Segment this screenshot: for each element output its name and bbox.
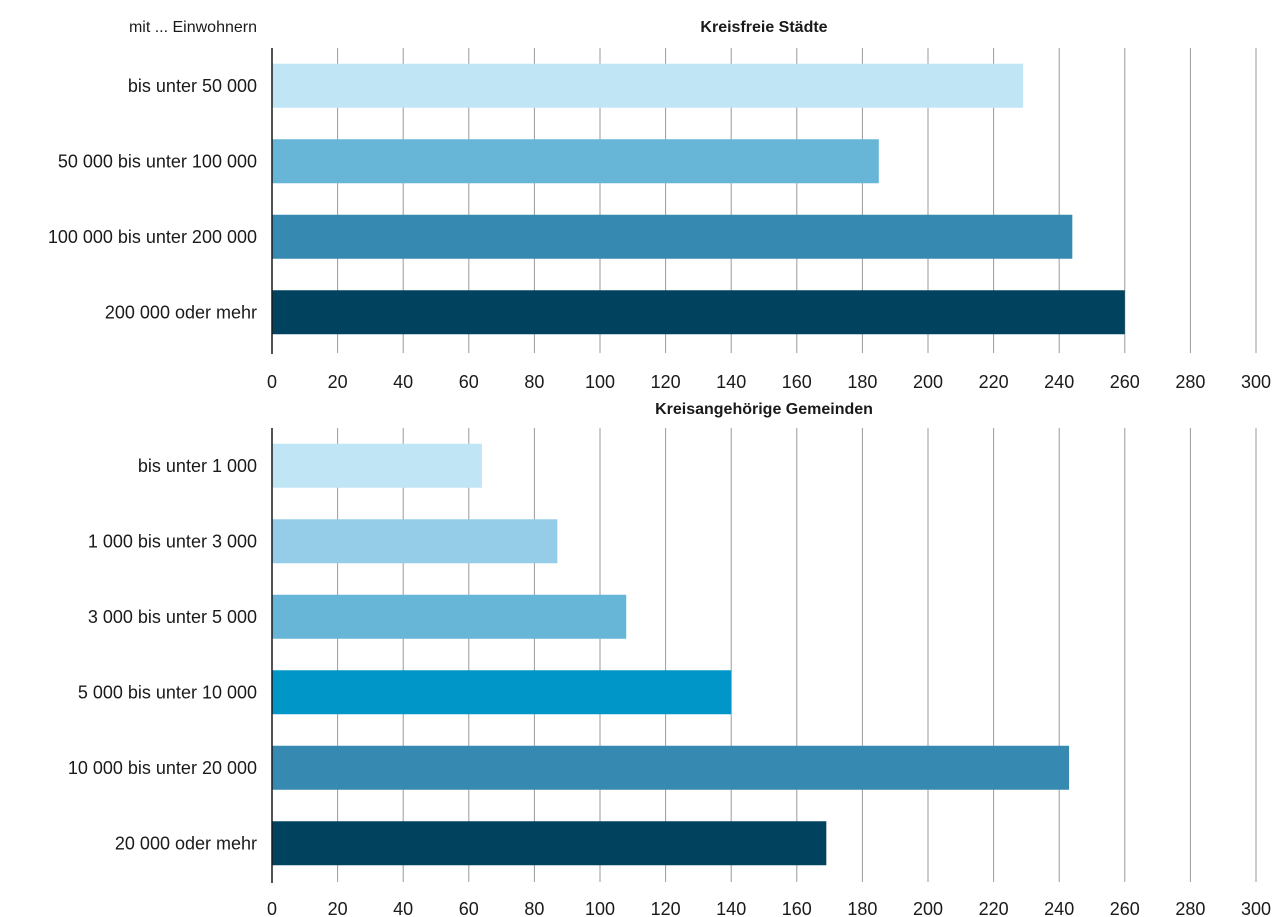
x-tick-label: 0 — [267, 899, 277, 917]
x-tick-label: 120 — [651, 899, 681, 917]
x-tick-label: 160 — [782, 899, 812, 917]
x-tick-label: 260 — [1110, 372, 1140, 392]
category-label: 1 000 bis unter 3 000 — [88, 531, 257, 551]
x-tick-label: 20 — [328, 372, 348, 392]
x-tick-label: 240 — [1044, 899, 1074, 917]
x-tick-label: 60 — [459, 372, 479, 392]
chart-panel-1: Kreisfreie Städte 0 20 40 60 80 100 120 140 160 18… — [48, 19, 1271, 392]
x-tick-label: 240 — [1044, 372, 1074, 392]
chart-panel-2: Kreisangehörige Gemeinden 0 20 40 60 80 100 120… — [68, 401, 1271, 917]
category-label: 10 000 bis unter 20 000 — [68, 758, 257, 778]
category-label: bis unter 50 000 — [128, 76, 257, 96]
bar — [272, 594, 627, 639]
category-label: 3 000 bis unter 5 000 — [88, 607, 257, 627]
x-tick-label: 280 — [1175, 899, 1205, 917]
category-label: 20 000 oder mehr — [115, 833, 257, 853]
x-tick-label: 300 — [1241, 372, 1271, 392]
category-label: bis unter 1 000 — [138, 456, 257, 476]
category-label: 200 000 oder mehr — [105, 302, 257, 322]
x-tick-label: 60 — [459, 899, 479, 917]
x-tick-label: 100 — [585, 372, 615, 392]
x-tick-label: 160 — [782, 372, 812, 392]
bar — [272, 214, 1073, 259]
bar — [272, 63, 1024, 108]
x-tick-label: 280 — [1175, 372, 1205, 392]
x-tick-label: 260 — [1110, 899, 1140, 917]
x-tick-label: 80 — [524, 899, 544, 917]
bar — [272, 670, 732, 715]
x-tick-label: 200 — [913, 899, 943, 917]
x-tick-label: 40 — [393, 899, 413, 917]
x-tick-label: 140 — [716, 372, 746, 392]
bar — [272, 443, 482, 488]
x-tick-label: 120 — [651, 372, 681, 392]
x-tick-label: 180 — [847, 372, 877, 392]
x-tick-label: 220 — [979, 372, 1009, 392]
bar — [272, 821, 827, 866]
chart-title: Kreisangehörige Gemeinden — [655, 401, 873, 418]
x-tick-label: 220 — [979, 899, 1009, 917]
x-tick-label: 100 — [585, 899, 615, 917]
chart-title: Kreisfreie Städte — [700, 19, 827, 36]
x-tick-label: 40 — [393, 372, 413, 392]
y-group-label: mit ... Einwohnern — [129, 19, 257, 36]
bar — [272, 290, 1125, 335]
x-tick-label: 0 — [267, 372, 277, 392]
x-tick-label: 80 — [524, 372, 544, 392]
x-tick-label: 200 — [913, 372, 943, 392]
bar — [272, 745, 1070, 790]
category-label: 50 000 bis unter 100 000 — [58, 151, 257, 171]
category-label: 100 000 bis unter 200 000 — [48, 227, 257, 247]
x-tick-label: 20 — [328, 899, 348, 917]
bar — [272, 519, 558, 564]
bar — [272, 139, 879, 184]
x-tick-label: 180 — [847, 899, 877, 917]
category-label: 5 000 bis unter 10 000 — [78, 682, 257, 702]
x-tick-label: 140 — [716, 899, 746, 917]
x-tick-label: 300 — [1241, 899, 1271, 917]
